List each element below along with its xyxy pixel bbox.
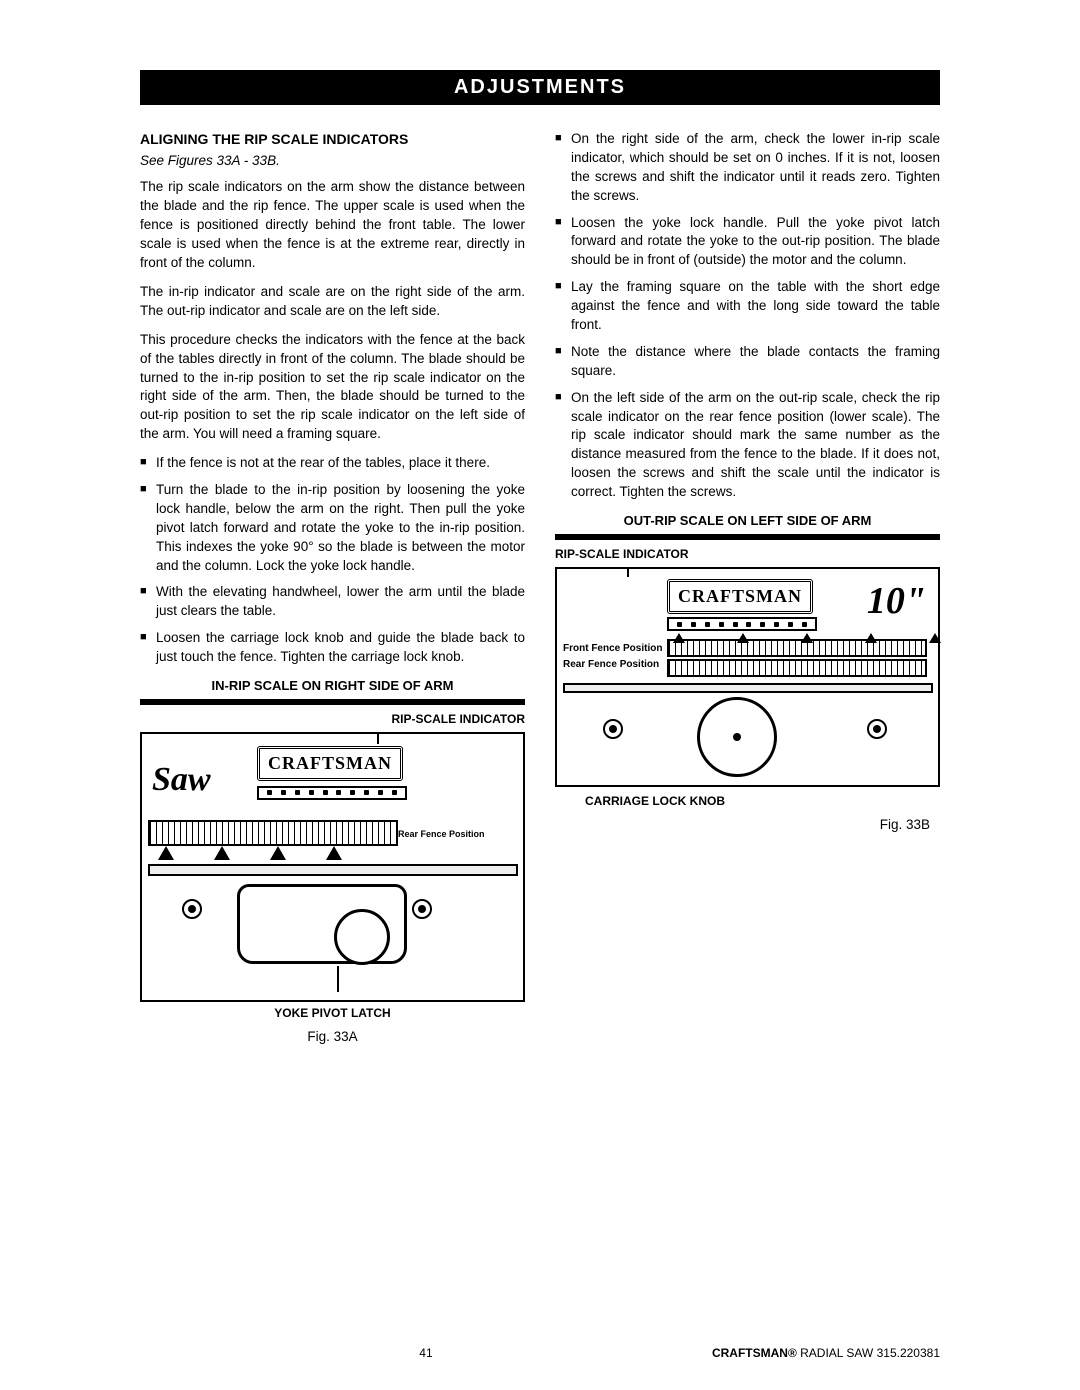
fig33a-indicator-label: RIP-SCALE INDICATOR	[140, 711, 525, 728]
list-item: Lay the framing square on the table with…	[555, 278, 940, 335]
list-item: If the fence is not at the rear of the t…	[140, 454, 525, 473]
right-column: On the right side of the arm, check the …	[555, 130, 940, 1047]
rear-fence-label: Rear Fence Position	[398, 828, 485, 841]
left-column: ALIGNING THE RIP SCALE INDICATORS See Fi…	[140, 130, 525, 1047]
list-item: Turn the blade to the in-rip position by…	[140, 481, 525, 575]
paragraph: This procedure checks the indicators wit…	[140, 331, 525, 444]
blade-icon	[697, 697, 777, 777]
divider-bar	[555, 534, 940, 540]
rear-fence-label: Rear Fence Position	[563, 657, 662, 673]
section-title: ALIGNING THE RIP SCALE INDICATORS	[140, 130, 525, 150]
list-item: On the right side of the arm, check the …	[555, 130, 940, 206]
ruler-icon	[148, 820, 398, 846]
craftsman-badge: CRAFTSMAN	[257, 746, 403, 781]
ten-inch-label: 10"	[867, 575, 926, 628]
baseplate-icon	[563, 683, 933, 693]
figure-33b: CRAFTSMAN 10" Front Fence Position Rear …	[555, 567, 940, 787]
figure-33a: Saw CRAFTSMAN Rear Fence Position YOKE P…	[140, 732, 525, 1002]
fig33b-title: OUT-RIP SCALE ON LEFT SIDE OF ARM	[555, 512, 940, 530]
fig33b-indicator-label: RIP-SCALE INDICATOR	[555, 546, 940, 563]
footer-brand-model: CRAFTSMAN® RADIAL SAW 315.220381	[712, 1346, 940, 1360]
page-number: 41	[419, 1346, 432, 1360]
carriage-lock-knob-label: CARRIAGE LOCK KNOB	[585, 793, 940, 810]
list-item: With the elevating handwheel, lower the …	[140, 583, 525, 621]
two-column-layout: ALIGNING THE RIP SCALE INDICATORS See Fi…	[140, 130, 940, 1047]
bullet-list-right: On the right side of the arm, check the …	[555, 130, 940, 502]
knob-icon	[182, 899, 202, 919]
craftsman-badge: CRAFTSMAN	[667, 579, 813, 614]
bullet-list-left: If the fence is not at the rear of the t…	[140, 454, 525, 667]
footer-brand: CRAFTSMAN®	[712, 1346, 797, 1360]
indicator-arrow	[377, 734, 379, 744]
ruler-icon	[667, 659, 927, 677]
dots-bar	[667, 617, 817, 631]
triangle-markers	[158, 846, 342, 860]
list-item: Loosen the carriage lock knob and guide …	[140, 629, 525, 667]
paragraph: The rip scale indicators on the arm show…	[140, 178, 525, 272]
dots-bar	[257, 786, 407, 800]
baseplate-icon	[148, 864, 518, 876]
fig33b-caption: Fig. 33B	[555, 816, 940, 835]
fig33a-title: IN-RIP SCALE ON RIGHT SIDE OF ARM	[140, 677, 525, 695]
list-item: Loosen the yoke lock handle. Pull the yo…	[555, 214, 940, 271]
knob-icon	[412, 899, 432, 919]
knob-icon	[603, 719, 623, 739]
section-subtitle: See Figures 33A - 33B.	[140, 152, 525, 171]
list-item: Note the distance where the blade contac…	[555, 343, 940, 381]
saw-label: Saw	[152, 756, 211, 804]
ruler-icon	[667, 639, 927, 657]
yoke-pivot-latch-label: YOKE PIVOT LATCH	[142, 1005, 523, 1022]
knob-icon	[867, 719, 887, 739]
footer-model: RADIAL SAW 315.220381	[797, 1346, 940, 1360]
list-item: On the left side of the arm on the out-r…	[555, 389, 940, 502]
fence-position-labels: Front Fence Position Rear Fence Position	[563, 641, 662, 673]
indicator-arrow	[627, 569, 629, 577]
callout-line	[337, 966, 339, 992]
blade-guard-icon	[237, 884, 407, 964]
page-footer: 41 CRAFTSMAN® RADIAL SAW 315.220381	[140, 1346, 940, 1360]
front-fence-label: Front Fence Position	[563, 641, 662, 657]
section-header-bar: ADJUSTMENTS	[140, 70, 940, 105]
fig33a-caption: Fig. 33A	[140, 1028, 525, 1047]
paragraph: The in-rip indicator and scale are on th…	[140, 283, 525, 321]
divider-bar	[140, 699, 525, 705]
